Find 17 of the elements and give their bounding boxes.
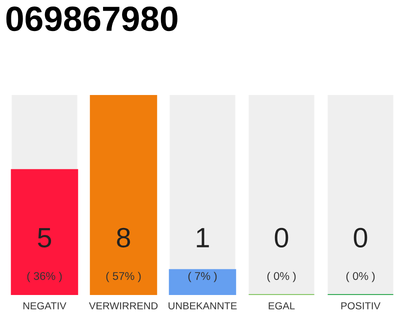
- data-label: 8: [116, 228, 130, 248]
- data-label: 0: [354, 228, 368, 248]
- x-tick-label: NEGATIV: [23, 302, 66, 310]
- data-label: 0: [274, 228, 288, 248]
- x-tick-label: EGAL: [268, 302, 295, 310]
- annotation: ( 36% ): [27, 272, 62, 282]
- bar: [168, 269, 236, 295]
- x-tick-label: POSITIV: [341, 302, 380, 310]
- data-label: 5: [38, 228, 52, 248]
- x-tick-label: VERWIRREND: [88, 302, 158, 310]
- annotation: ( 57% ): [106, 272, 141, 282]
- annotation: ( 0% ): [346, 272, 375, 282]
- chart-title: 069867980: [6, 6, 178, 32]
- x-tick-label: UNBEKANNTE: [168, 302, 237, 310]
- annotation: ( 7% ): [188, 272, 217, 282]
- data-label: 1: [196, 228, 209, 248]
- annotation: ( 0% ): [267, 272, 296, 282]
